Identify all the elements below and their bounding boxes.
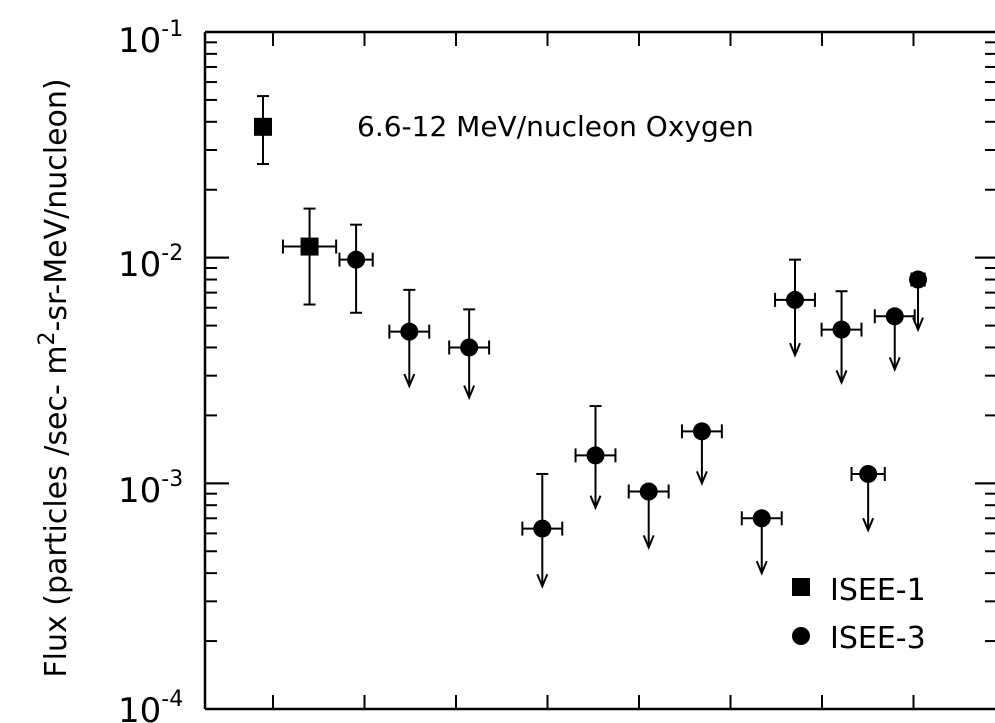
data-point-isee-3 [587,446,605,464]
data-point-isee-3 [753,509,771,527]
y-tick-labels: 10-1 10-2 10-3 10-4 [118,17,183,723]
right-ticks [975,32,995,709]
data-point-isee-3 [400,323,418,341]
legend-label-isee-1: ISEE-1 [830,573,926,608]
data-point-isee-3 [693,422,711,440]
y-axis-title: Flux (particles /sec- m2-sr-MeV/nucleon) [35,78,74,677]
data-point-isee-1 [254,118,272,136]
legend-marker-isee-3 [792,627,810,645]
data-point-isee-3 [909,271,927,289]
legend-label-isee-3: ISEE-3 [830,621,926,656]
y-tick-label-4: 10-4 [118,687,183,723]
y-tick-label-3: 10-3 [118,467,183,511]
legend-marker-isee-1 [792,578,810,596]
data-point-isee-3 [886,307,904,325]
data-point-isee-3 [347,251,365,269]
data-point-isee-3 [786,291,804,309]
y-tick-label-2: 10-2 [118,241,183,285]
data-point-isee-3 [460,338,478,356]
data-point-isee-3 [833,321,851,339]
data-point-isee-3 [640,483,658,501]
data-point-isee-3 [859,465,877,483]
data-layer [254,96,927,586]
data-point-isee-3 [533,520,551,538]
data-point-isee-1 [301,238,319,256]
y-axis-title-superscript: 2 [35,331,60,345]
y-axis-title-part-2: -sr-MeV/nucleon) [39,78,74,331]
y-axis-title-part-1: Flux (particles /sec- m [39,345,74,677]
y-ticks [205,32,229,709]
y-tick-label-1: 10-1 [118,17,183,61]
plot-title: 6.6-12 MeV/nucleon Oxygen [357,110,754,143]
legend: ISEE-1 ISEE-3 [792,573,926,656]
